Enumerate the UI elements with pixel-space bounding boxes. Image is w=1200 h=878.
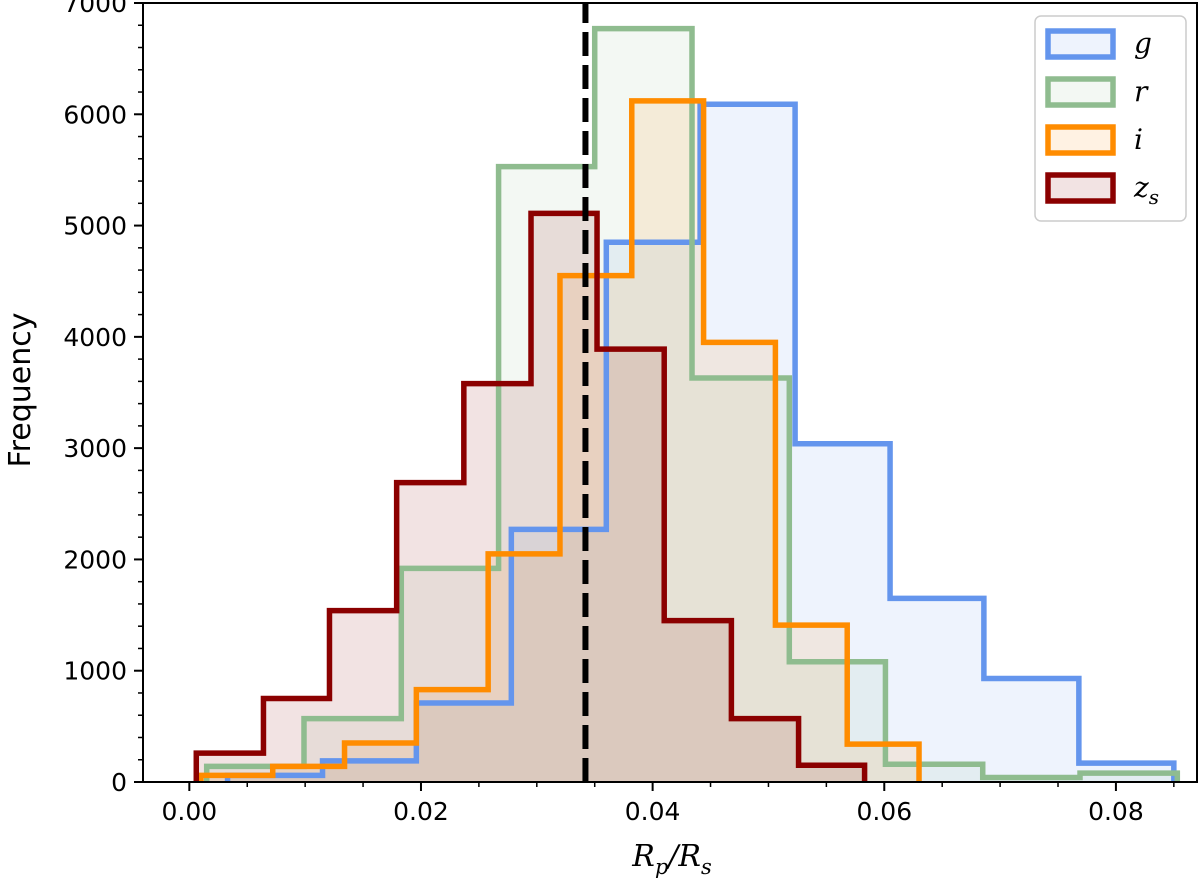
legend-label-r: r bbox=[1134, 75, 1149, 108]
y-axis-title: Frequency bbox=[3, 313, 38, 468]
legend-label-sub: s bbox=[1149, 185, 1159, 209]
histogram-fill-r bbox=[206, 28, 1178, 783]
plot-frame bbox=[142, 2, 1198, 783]
x-tick-label: 0.00 bbox=[161, 797, 217, 826]
x-axis-ticks: 0.00 0.02 0.04 0.06 0.08 bbox=[161, 782, 1175, 826]
y-tick-label: 5000 bbox=[63, 212, 127, 241]
legend-swatch-i bbox=[1045, 124, 1116, 156]
legend-label-main: z bbox=[1133, 171, 1149, 204]
legend-swatch-g bbox=[1045, 28, 1116, 60]
histogram-outlines bbox=[193, 25, 1181, 782]
legend-label-z: zs bbox=[1133, 171, 1159, 209]
legend-label-main: i bbox=[1134, 123, 1143, 156]
x-axis-title-slash: /R bbox=[665, 839, 701, 874]
histogram-fill-g bbox=[227, 104, 1174, 782]
legend-box bbox=[1034, 15, 1187, 222]
x-tick-label: 0.08 bbox=[1088, 797, 1144, 826]
y-tick-label: 7000 bbox=[63, 0, 127, 18]
legend-label-g: g bbox=[1134, 27, 1152, 60]
legend-swatch-z bbox=[1045, 172, 1116, 204]
histogram-outline-z bbox=[193, 210, 868, 782]
y-tick-label: 2000 bbox=[63, 545, 127, 574]
histogram-outline-g bbox=[224, 101, 1177, 782]
histogram-fill-z bbox=[196, 213, 865, 782]
legend-label-main: g bbox=[1134, 27, 1152, 60]
x-tick-label: 0.04 bbox=[625, 797, 681, 826]
y-tick-label: 4000 bbox=[63, 323, 127, 352]
x-axis-title: Rp/Rs bbox=[631, 839, 712, 878]
legend-label-i: i bbox=[1134, 123, 1143, 156]
x-axis-title-sub1: p bbox=[655, 855, 668, 878]
x-axis-title-main: R bbox=[631, 839, 655, 874]
legend-swatch-r bbox=[1045, 76, 1116, 108]
y-tick-label: 6000 bbox=[63, 100, 127, 129]
x-tick-label: 0.06 bbox=[856, 797, 912, 826]
histogram-outline-r bbox=[203, 25, 1181, 782]
histogram-outline-i bbox=[198, 98, 922, 782]
legend-label-main: r bbox=[1134, 75, 1149, 108]
histogram-fills bbox=[196, 28, 1178, 783]
x-tick-label: 0.02 bbox=[393, 797, 449, 826]
y-tick-label: 1000 bbox=[63, 657, 127, 686]
y-axis-ticks: 0 1000 2000 3000 4000 5000 6000 7000 bbox=[63, 0, 143, 797]
x-axis-title-sub2: s bbox=[701, 855, 712, 878]
y-tick-label: 3000 bbox=[63, 434, 127, 463]
y-tick-label: 0 bbox=[111, 768, 127, 797]
